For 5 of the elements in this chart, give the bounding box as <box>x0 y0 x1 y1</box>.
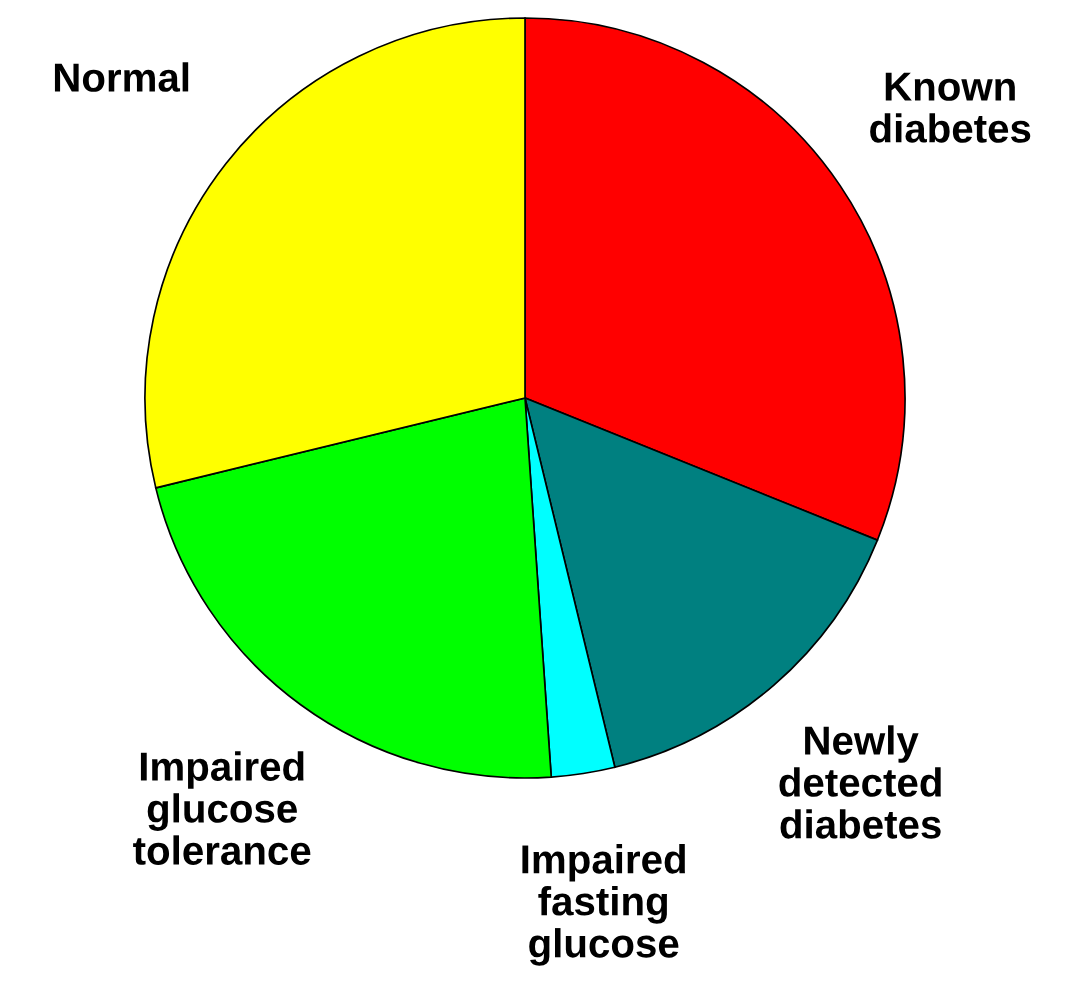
slice-label: Impaired fasting glucose <box>522 844 685 966</box>
slice-label: Impaired glucose tolerance <box>133 751 311 865</box>
slice-label: Newly detected diabetes <box>779 725 941 839</box>
slice-label: Normal <box>54 62 189 92</box>
slice-label: Known diabetes <box>870 72 1031 143</box>
